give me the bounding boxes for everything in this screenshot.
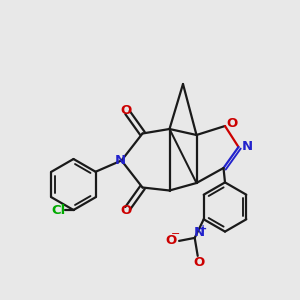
Text: N: N [241,140,253,154]
Text: +: + [199,224,207,235]
Text: −: − [171,229,180,239]
Text: O: O [165,234,176,248]
Text: Cl: Cl [51,203,66,217]
Text: O: O [120,203,132,217]
Text: N: N [114,154,126,167]
Text: O: O [120,104,132,118]
Text: O: O [194,256,205,269]
Text: N: N [194,226,205,239]
Text: O: O [226,117,237,130]
